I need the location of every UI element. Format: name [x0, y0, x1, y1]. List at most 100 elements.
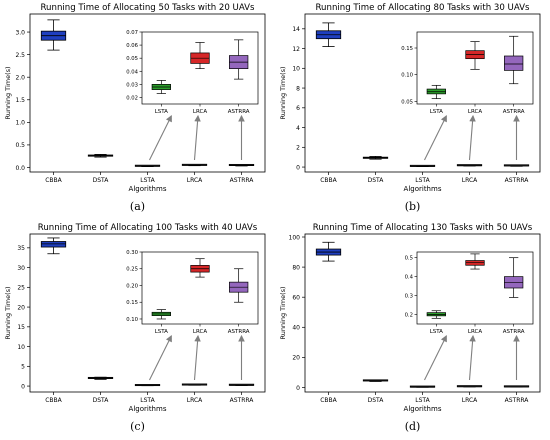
inset-y-tick-label: 0.25	[126, 267, 138, 273]
inset-x-tick-label-lrca: LRCA	[193, 109, 207, 115]
panel-label-c: (c)	[130, 420, 145, 433]
y-tick-label: 5	[21, 364, 25, 371]
inset-y-tick-label: 0.3	[405, 294, 413, 300]
y-tick-label: 35	[17, 245, 25, 252]
x-tick-label-astrra: ASTRRA	[505, 177, 530, 184]
inset-x-tick-label-lsta: LSTA	[155, 109, 168, 115]
y-tick-label: 12	[292, 46, 300, 53]
chart-c-svg: Running Time of Allocating 100 Tasks wit…	[4, 223, 266, 413]
inset-box-2	[504, 55, 524, 71]
inset-y-tick-label: 0.06	[126, 43, 138, 49]
y-tick-label: 1.5	[15, 97, 25, 104]
chart-panel-a: Running Time of Allocating 50 Tasks with…	[0, 0, 275, 220]
zoom-arrow-0	[424, 115, 447, 161]
y-tick-label: 6	[296, 105, 300, 112]
y-tick-label: 8	[296, 85, 300, 92]
y-axis-label: Running Time(s)	[4, 66, 12, 119]
y-axis-label: Running Time(s)	[279, 286, 287, 339]
inset-y-tick-label: 0.10	[126, 317, 138, 323]
x-tick-label-cbba: CBBA	[320, 177, 337, 184]
zoom-arrow-0	[149, 335, 172, 381]
x-tick-label-lrca: LRCA	[187, 397, 203, 404]
x-tick-label-cbba: CBBA	[320, 397, 337, 404]
y-tick-label: 20	[17, 304, 25, 311]
x-tick-label-lrca: LRCA	[462, 397, 478, 404]
inset-y-tick-label: 0.4	[405, 275, 414, 281]
y-tick-label: 0	[296, 385, 300, 392]
y-tick-label: 0	[296, 164, 300, 171]
y-tick-label: 40	[292, 325, 300, 332]
chart-panel-b: Running Time of Allocating 80 Tasks with…	[275, 0, 550, 220]
y-tick-label: 100	[289, 234, 301, 241]
panel-label-d: (d)	[404, 420, 421, 433]
x-axis-label: Algorithms	[129, 405, 167, 413]
inset-x-tick-label-lrca: LRCA	[468, 109, 482, 115]
x-tick-label-lsta: LSTA	[415, 177, 430, 184]
y-axis-label: Running Time(s)	[4, 286, 12, 339]
x-tick-label-dsta: DSTA	[93, 397, 110, 404]
inset-y-tick-label: 0.07	[126, 30, 138, 36]
x-tick-label-lsta: LSTA	[140, 177, 155, 184]
y-tick-label: 60	[292, 295, 300, 302]
chart-title: Running Time of Allocating 100 Tasks wit…	[38, 223, 258, 233]
chart-title: Running Time of Allocating 130 Tasks wit…	[313, 223, 533, 233]
inset-x-tick-label-lsta: LSTA	[155, 329, 168, 335]
x-axis-label: Algorithms	[129, 185, 167, 193]
inset-x-tick-label-astrra: ASTRRA	[228, 109, 250, 115]
x-tick-label-lrca: LRCA	[462, 177, 478, 184]
y-tick-label: 2.0	[15, 75, 25, 82]
y-tick-label: 2.5	[15, 52, 25, 59]
y-tick-label: 2	[296, 145, 300, 152]
chart-d-svg: Running Time of Allocating 130 Tasks wit…	[279, 223, 541, 413]
x-tick-label-dsta: DSTA	[368, 177, 385, 184]
y-tick-label: 14	[292, 26, 300, 33]
y-tick-label: 0	[21, 383, 25, 390]
y-tick-label: 4	[296, 125, 300, 132]
inset-y-tick-label: 0.15	[126, 300, 138, 306]
inset-x-tick-label-astrra: ASTRRA	[503, 329, 525, 335]
zoom-arrow-0	[424, 335, 447, 381]
y-tick-label: 0.5	[15, 142, 25, 149]
x-tick-label-astrra: ASTRRA	[230, 397, 255, 404]
inset-y-tick-label: 0.20	[126, 283, 138, 289]
zoom-arrow-0	[149, 115, 172, 161]
inset-x-tick-label-lsta: LSTA	[430, 329, 443, 335]
inset-y-tick-label: 0.15	[401, 46, 413, 52]
inset-x-tick-label-lsta: LSTA	[430, 109, 443, 115]
inset-y-tick-label: 0.2	[405, 313, 413, 319]
y-tick-label: 80	[292, 264, 300, 271]
inset-y-tick-label: 0.05	[401, 99, 413, 105]
y-tick-label: 20	[292, 355, 300, 362]
inset-y-tick-label: 0.02	[126, 95, 138, 101]
chart-panel-d: Running Time of Allocating 130 Tasks wit…	[275, 220, 550, 440]
inset-y-tick-label: 0.30	[126, 250, 138, 256]
x-tick-label-lsta: LSTA	[140, 397, 155, 404]
y-tick-label: 25	[17, 285, 25, 292]
y-axis-label: Running Time(s)	[279, 66, 287, 119]
zoom-arrow-1	[468, 334, 476, 381]
inset-y-tick-label: 0.5	[405, 256, 413, 262]
zoom-arrow-1	[468, 114, 476, 161]
inset-x-tick-label-astrra: ASTRRA	[503, 109, 525, 115]
inset-y-tick-label: 0.04	[126, 69, 138, 75]
panel-label-b: (b)	[404, 200, 421, 213]
inset-x-tick-label-astrra: ASTRRA	[228, 329, 250, 335]
x-tick-label-astrra: ASTRRA	[505, 397, 530, 404]
x-tick-label-cbba: CBBA	[45, 177, 62, 184]
x-axis-label: Algorithms	[404, 185, 442, 193]
y-tick-label: 15	[17, 324, 25, 331]
y-tick-label: 10	[292, 66, 300, 73]
chart-a-svg: Running Time of Allocating 50 Tasks with…	[4, 3, 266, 193]
inset-y-tick-label: 0.10	[401, 73, 413, 79]
chart-panel-c: Running Time of Allocating 100 Tasks wit…	[0, 220, 275, 440]
x-tick-label-cbba: CBBA	[45, 397, 62, 404]
zoom-arrow-1	[193, 334, 201, 381]
x-axis-label: Algorithms	[404, 405, 442, 413]
inset-y-tick-label: 0.05	[126, 56, 138, 62]
y-tick-label: 3.0	[15, 29, 25, 36]
chart-b-svg: Running Time of Allocating 80 Tasks with…	[279, 3, 541, 193]
inset-box-1	[465, 260, 485, 266]
zoom-arrow-1	[193, 114, 201, 161]
x-tick-label-lsta: LSTA	[415, 397, 430, 404]
